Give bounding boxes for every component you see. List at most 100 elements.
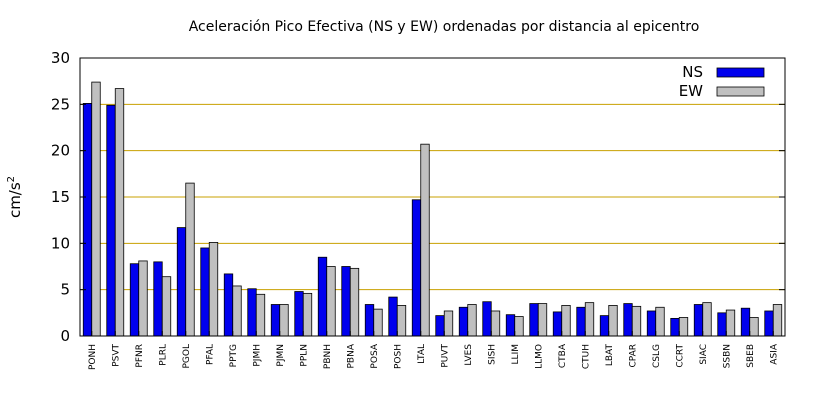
- x-tick-label: LVES: [464, 344, 474, 366]
- y-tick-label: 10: [51, 234, 70, 252]
- bar-ew-posh: [396, 305, 407, 337]
- x-tick-label: LLMO: [534, 344, 544, 369]
- bar-ew-posa: [373, 308, 383, 337]
- bar-ew-ccrt: [678, 317, 689, 337]
- bar-ns-ccrt: [670, 317, 680, 337]
- x-tick-label: POSA: [370, 343, 380, 368]
- bar-ns-siac: [693, 304, 704, 337]
- y-tick-label: 0: [60, 327, 70, 345]
- x-tick-label: CTBA: [558, 343, 568, 368]
- x-tick-label: CPAR: [628, 344, 638, 368]
- bar-ns-asia: [764, 310, 774, 337]
- y-axis: 0 5 10 15 20 25 30: [51, 49, 785, 345]
- y-tick-label: 20: [51, 142, 70, 160]
- bar-ns-pbnh: [317, 256, 328, 337]
- bar-ns-llmo: [529, 303, 539, 337]
- bar-ns-ppln: [294, 291, 304, 337]
- legend-swatch-ew: [716, 86, 765, 97]
- x-tick-label: SIAC: [699, 344, 709, 365]
- x-tick-label: PBNA: [346, 343, 356, 368]
- x-tick-label: CCRT: [675, 344, 685, 368]
- x-tick-label: PONH: [88, 344, 98, 370]
- x-tick-label: LBAT: [605, 344, 615, 367]
- bar-ns-puvt: [435, 315, 445, 337]
- bar-ns-psvt: [106, 104, 116, 337]
- bar-ns-cpar: [623, 303, 633, 337]
- legend-swatch-ns: [716, 67, 765, 78]
- bar-ns-pbna: [341, 266, 351, 337]
- x-tick-label: CTUH: [581, 344, 591, 369]
- bar-ew-ssbn: [725, 309, 736, 337]
- x-tick-label: SISH: [487, 344, 497, 365]
- bar-ns-plrl: [153, 261, 163, 337]
- bar-ew-sbeb: [749, 317, 759, 337]
- bar-ew-ponh: [91, 81, 101, 337]
- bar-ns-posh: [388, 296, 398, 337]
- bar-ns-pgol: [176, 227, 187, 337]
- bar-ew-lves: [467, 304, 477, 337]
- legend-label-ew: EW: [679, 82, 703, 100]
- y-tick-label: 5: [60, 281, 70, 299]
- bar-ns-lves: [458, 306, 469, 337]
- x-tick-label: PFAL: [205, 344, 215, 365]
- x-tick-label: PJMH: [252, 344, 262, 367]
- bar-ew-pptg: [232, 285, 242, 337]
- bar-ns-ssbn: [717, 312, 727, 337]
- bar-ew-cslg: [655, 306, 665, 337]
- bar-ns-pfal: [200, 247, 210, 337]
- bars: [82, 81, 783, 337]
- x-tick-label: PPLN: [299, 344, 309, 367]
- bar-ew-ppln: [302, 292, 313, 337]
- x-tick-label: LLIM: [511, 344, 521, 364]
- bar-ns-ltal: [411, 199, 422, 337]
- x-tick-label: SBEB: [746, 344, 756, 368]
- bar-ew-ctuh: [584, 302, 595, 337]
- bar-ew-llim: [514, 316, 524, 337]
- bar-ew-lbat: [608, 305, 618, 337]
- x-tick-label: PSVT: [111, 344, 121, 367]
- y-tick-label: 30: [51, 49, 70, 67]
- legend-label-ns: NS: [682, 63, 703, 81]
- x-axis: PONH PSVT PFNR PLRL PGOL PFAL PPTG PJMH PJMN PPLN…: [88, 331, 779, 370]
- bar-ns-lbat: [599, 315, 610, 337]
- bar-ew-asia: [772, 304, 783, 337]
- bar-ns-ctuh: [576, 306, 586, 337]
- y-tick-label: 25: [51, 95, 70, 113]
- x-tick-label: ASIA: [769, 343, 779, 365]
- bar-ew-pfal: [208, 242, 219, 337]
- bar-ns-pjmn: [270, 304, 281, 337]
- x-tick-label: CSLG: [652, 344, 662, 368]
- x-tick-label: PPTG: [229, 344, 239, 367]
- x-tick-label: PGOL: [182, 344, 192, 369]
- bar-ew-puvt: [443, 310, 454, 337]
- bar-ew-llmo: [537, 303, 548, 337]
- x-tick-label: PBNH: [323, 344, 333, 369]
- bar-ew-plrl: [161, 276, 172, 337]
- chart-title: Aceleración Pico Efectiva (NS y EW) orde…: [189, 19, 700, 35]
- bar-ew-sish: [490, 310, 501, 337]
- bar-ew-pgol: [185, 182, 195, 337]
- grid-lines: [80, 103, 785, 291]
- bar-ns-sish: [482, 301, 492, 337]
- bar-ew-psvt: [114, 88, 125, 337]
- bar-ew-pbna: [349, 267, 360, 337]
- y-tick-label: 15: [51, 188, 70, 206]
- x-tick-label: PFNR: [135, 344, 145, 368]
- x-tick-label: LTAL: [417, 344, 427, 364]
- x-tick-label: POSH: [393, 344, 403, 369]
- x-tick-label: PUVT: [440, 344, 450, 368]
- bar-ew-cpar: [631, 305, 642, 337]
- y-axis-label: cm/s2: [6, 176, 24, 218]
- bar-ew-ltal: [420, 143, 430, 337]
- bar-ew-pbnh: [326, 266, 336, 337]
- bar-ew-pfnr: [138, 260, 148, 337]
- x-tick-label: PLRL: [158, 344, 168, 366]
- x-tick-label: SSBN: [722, 344, 732, 368]
- bar-ns-cslg: [646, 310, 657, 337]
- bar-ns-posa: [364, 304, 375, 337]
- x-tick-label: PJMN: [276, 344, 286, 367]
- bar-ns-sbeb: [740, 307, 751, 337]
- bar-ns-ponh: [82, 103, 93, 337]
